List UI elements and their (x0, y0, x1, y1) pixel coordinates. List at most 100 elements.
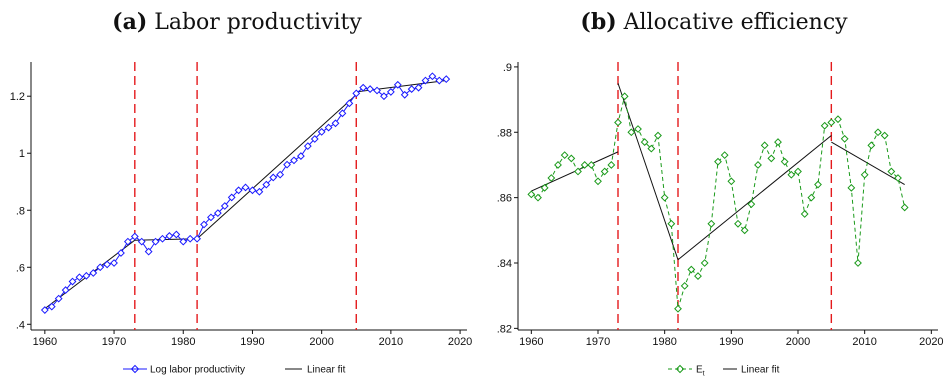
panel-a-y-tick-label: .8 (16, 205, 25, 217)
panel-b-data-point (874, 128, 882, 137)
panel-b-data-point (900, 203, 909, 212)
panel-b-data-point (594, 177, 602, 186)
panel-b-data-point (534, 193, 542, 202)
panel-b-data-point (714, 157, 722, 166)
panel-a-data-point (110, 259, 118, 267)
panel-b-data-point (820, 121, 829, 130)
legend-b-series1-subscript: t (703, 371, 705, 378)
panel-a-data-point (262, 180, 271, 189)
panel-b-data-point (787, 170, 796, 179)
panel-b-data-point (780, 157, 789, 166)
panel-a-data-point (310, 135, 319, 143)
panel-a-data-point (283, 160, 291, 169)
legend-b-series2-label: Linear fit (741, 365, 780, 376)
panel-a-x-tick-label: 2010 (379, 336, 403, 348)
panel-a-label: (a) (112, 9, 147, 35)
panel-b-x-tick-label: 1970 (586, 336, 610, 348)
panel-b-data-point (807, 193, 816, 202)
panel-a-data-point (241, 183, 250, 192)
panel-b-fit-segment (831, 141, 905, 185)
panel-b-x-tick-label: 2020 (919, 336, 943, 348)
panel-b-data-point (847, 183, 856, 192)
panel-a-data-point (54, 294, 63, 303)
panel-b-x-tick-label: 1980 (652, 336, 676, 348)
legend-b-series1-label: Et (696, 365, 705, 378)
panel-a-x-tick-label: 2000 (309, 336, 333, 348)
panel-a-data-point (47, 302, 56, 311)
panel-b-y-tick-label: .88 (497, 127, 512, 139)
panel-a-data-point (331, 119, 340, 128)
panel-b-data-point (707, 219, 716, 228)
panel-b-series-line (531, 96, 906, 309)
panel-b-data-point (767, 154, 776, 163)
panel-b-data-point (867, 141, 876, 150)
panel-a-data-point (234, 186, 243, 195)
panel-a-data-point (248, 186, 257, 195)
panel-a-data-point (338, 109, 347, 118)
panel-b-x-tick-label: 1960 (519, 336, 543, 348)
panel-a-data-point (96, 263, 105, 272)
panel-b-title: (b) Allocative efficiency (580, 9, 848, 35)
panel-a-data-point (75, 273, 84, 282)
panel-a-data-point (255, 187, 264, 196)
panel-b-data-point (774, 138, 782, 146)
legend-b-series1-marker (675, 364, 685, 374)
panel-b-data-point (627, 128, 636, 137)
panel-b-data-point (574, 167, 582, 176)
panel-b-legend: Et Linear fit (668, 365, 780, 378)
panel-b-data-point (540, 183, 549, 192)
panel-a-data-point (117, 249, 125, 257)
panel-a-data-point (435, 76, 444, 85)
panel-b-plot: 1960 1970 1980 1990 2000 2010 2020 .82 .84 .86 .88… (497, 62, 944, 348)
panel-b-data-point (754, 161, 762, 169)
legend-a-series1-marker (130, 364, 140, 374)
panel-b-data-point (840, 134, 849, 143)
panel-b-data-point (600, 167, 609, 176)
panel-b-data-point (634, 125, 642, 133)
panel-a-data-point (269, 173, 278, 182)
panel-a-data-point (317, 127, 326, 136)
panel-a-data-point (373, 86, 381, 95)
panel-b-data-point (547, 174, 556, 182)
panel-a-legend: Log labor productivity Linear fit (123, 365, 346, 376)
panel-a-fit-segment (196, 94, 357, 240)
panel-b-fit-segment (617, 83, 679, 260)
panel-a-data-point (352, 89, 361, 98)
panel-a-data-point (40, 306, 49, 314)
panel-b-x-tick-label: 1990 (719, 336, 743, 348)
panel-b-data-point (567, 154, 576, 163)
panel-a-data-point (158, 234, 167, 243)
legend-a-series1-label: Log labor productivity (150, 365, 245, 376)
panel-a-data-point (359, 83, 368, 92)
panel-a-data-point (123, 237, 132, 246)
panel-a-plot: 1960 1970 1980 1990 2000 2010 2020 .4 .6 .8 1 1.2 (10, 62, 472, 348)
panel-b-data-point (747, 200, 756, 209)
panel-b-data-point (760, 141, 769, 150)
panel-b-data-point (667, 219, 676, 228)
panel-b-data-point (834, 115, 842, 124)
panel-a-data-point (103, 260, 112, 269)
panel-a-data-point (345, 99, 354, 108)
panel-b-data-point (887, 167, 896, 176)
panel-b-data-point (580, 161, 589, 169)
panel-a-x-tick-label: 1980 (171, 336, 195, 348)
panel-a-data-point (386, 88, 395, 96)
panel-b-data-point (614, 118, 622, 127)
panel-a-data-point (61, 286, 70, 294)
panel-a-data-point (414, 83, 423, 92)
panel-b-y-tick-label: .9 (503, 62, 512, 74)
panel-a-y-tick-label: 1.2 (10, 91, 25, 103)
panel-a-title-text: Labor productivity (154, 10, 362, 35)
panel-a-x-tick-label: 1960 (33, 336, 57, 348)
panel-b-title-text: Allocative efficiency (623, 10, 849, 35)
panel-b-y-tick-label: .86 (497, 193, 512, 205)
panel-b-data-point (814, 180, 822, 189)
panel-b-fit-segment (677, 135, 832, 261)
panel-b-data-point (860, 170, 869, 179)
panel-b-data-point (854, 259, 862, 267)
panel-b-data-point (880, 131, 889, 140)
panel-a-data-point (227, 193, 236, 202)
panel-a-series-line (44, 75, 447, 311)
panel-a-y-tick-label: .6 (16, 262, 25, 274)
